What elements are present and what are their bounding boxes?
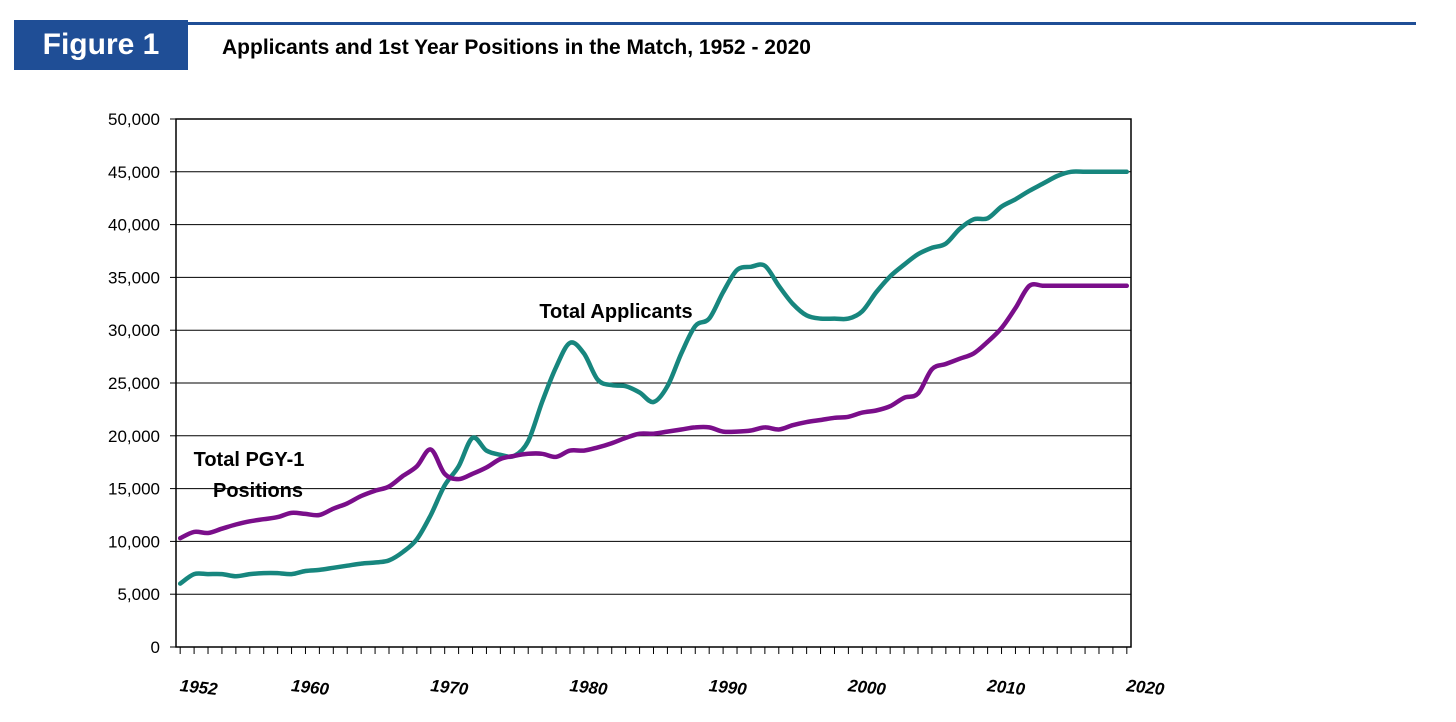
x-tick-label: 1952 bbox=[179, 676, 219, 699]
y-tick-label: 10,000 bbox=[108, 532, 160, 551]
y-tick-label: 25,000 bbox=[108, 374, 160, 393]
annotation-total-applicants: Total Applicants bbox=[539, 301, 692, 323]
header-rule bbox=[188, 22, 1416, 25]
y-tick-label: 45,000 bbox=[108, 163, 160, 182]
figure-label: Figure 1 bbox=[14, 20, 188, 70]
x-tick-label: 1990 bbox=[708, 676, 748, 699]
figure-title: Applicants and 1st Year Positions in the… bbox=[222, 36, 811, 59]
x-axis-ticks: 1952 1960 1970 1980 1990 2000 2010 2020 bbox=[179, 647, 1166, 699]
x-tick-label: 2010 bbox=[985, 676, 1026, 699]
y-tick-label: 50,000 bbox=[108, 110, 160, 129]
x-tick-label: 2020 bbox=[1125, 676, 1166, 699]
series-line-total-applicants bbox=[177, 169, 1130, 586]
y-tick-label: 40,000 bbox=[108, 216, 160, 235]
series-lines bbox=[177, 169, 1130, 586]
y-tick-label: 0 bbox=[151, 638, 160, 657]
y-tick-label: 30,000 bbox=[108, 321, 160, 340]
annotation-total-pgy1-positions: Total PGY-1 bbox=[194, 449, 305, 471]
plot-area-frame bbox=[175, 118, 1132, 648]
y-tick-label: 15,000 bbox=[108, 480, 160, 499]
x-tick-label: 2000 bbox=[846, 676, 887, 699]
annotation-total-pgy1-positions: Positions bbox=[213, 480, 303, 502]
series-annotations: Total Applicants Total PGY-1 Positions bbox=[194, 301, 693, 502]
series-line-total-pgy1-positions bbox=[177, 281, 1130, 541]
y-tick-label: 35,000 bbox=[108, 268, 160, 287]
y-tick-label: 5,000 bbox=[117, 585, 160, 604]
x-tick-label: 1960 bbox=[290, 676, 330, 699]
x-tick-label: 1970 bbox=[430, 676, 470, 699]
y-axis-ticks: 0 5,000 10,000 15,000 20,000 25,000 30,000 35,0… bbox=[108, 110, 176, 657]
grid-lines bbox=[176, 118, 1131, 595]
y-tick-label: 20,000 bbox=[108, 427, 160, 446]
x-tick-label: 1980 bbox=[569, 676, 609, 699]
